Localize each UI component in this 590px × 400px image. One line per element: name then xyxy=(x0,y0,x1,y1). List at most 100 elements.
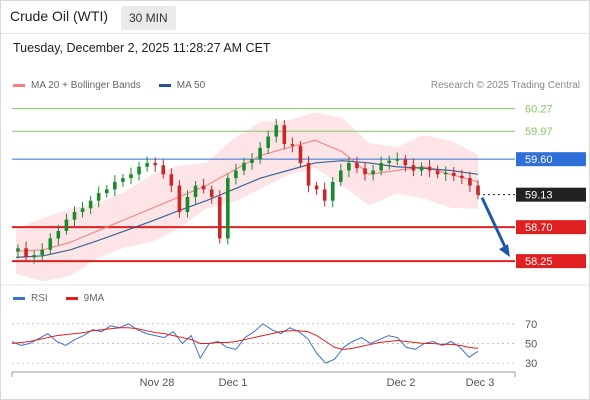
timestamp: Tuesday, December 2, 2025 11:28:27 AM CE… xyxy=(13,41,271,55)
candle-body xyxy=(443,172,448,175)
forecast-arrow-shaft xyxy=(480,197,509,252)
candle-body xyxy=(306,162,311,186)
forecast-arrow-head xyxy=(499,244,510,258)
candle-body xyxy=(274,125,279,137)
candle-body xyxy=(177,185,182,213)
candle-body xyxy=(217,196,222,239)
candle-body xyxy=(145,162,149,167)
candle-body xyxy=(185,196,190,213)
candle-body xyxy=(193,185,198,197)
legend-ma50-label: MA 50 xyxy=(176,80,206,91)
candle-body xyxy=(330,181,335,201)
candle-body xyxy=(468,178,472,186)
candle-body xyxy=(113,181,117,190)
candle-body xyxy=(209,189,214,197)
level-label: 60.27 xyxy=(525,104,553,116)
candle-body xyxy=(56,230,61,239)
candle-body xyxy=(411,165,416,171)
candle-body xyxy=(322,189,327,201)
candle-body xyxy=(121,178,125,182)
candle-body xyxy=(88,200,93,209)
level-label: 59.13 xyxy=(525,190,553,202)
rsi-tick-label: 50 xyxy=(525,338,537,350)
legend-9ma: 9MA xyxy=(65,293,105,304)
instrument-title: Crude Oil (WTI) xyxy=(10,8,108,24)
legend-9ma-label: 9MA xyxy=(83,293,105,304)
candle-body xyxy=(137,166,141,175)
credit-text: Research © 2025 Trading Central xyxy=(430,80,580,91)
candle-body xyxy=(32,255,36,258)
candle-body xyxy=(40,249,45,256)
candle-body xyxy=(298,145,303,163)
ma20-swatch xyxy=(13,84,25,87)
ma50-swatch xyxy=(158,84,171,87)
level-label: 59.97 xyxy=(525,126,553,138)
candle-body xyxy=(153,162,157,166)
candle-body xyxy=(339,170,343,182)
candle-body xyxy=(395,159,400,161)
ma20-line xyxy=(15,139,479,252)
level-tag xyxy=(516,220,586,235)
candle-body xyxy=(250,159,254,163)
x-tick-label: Dec 3 xyxy=(466,377,495,389)
candle-body xyxy=(96,193,101,201)
level-label: 59.60 xyxy=(525,154,553,166)
rsi-tick-label: 30 xyxy=(525,358,537,370)
ma50-line xyxy=(15,160,479,258)
candle-body xyxy=(80,208,85,213)
candle-body xyxy=(314,185,319,190)
level-tag xyxy=(516,152,586,167)
legend-rsi: RSI xyxy=(13,293,48,304)
candle-body xyxy=(403,159,408,166)
rsi-swatch xyxy=(13,297,25,300)
timeframe-button[interactable]: 30 MIN xyxy=(121,6,176,30)
candle-body xyxy=(451,172,456,176)
candle-body xyxy=(371,170,375,175)
x-tick-label: Dec 2 xyxy=(387,377,416,389)
level-label: 58.70 xyxy=(525,222,553,234)
candle-body xyxy=(460,175,464,179)
legend-ma20: MA 20 + Bollinger Bands xyxy=(13,80,141,91)
rsi-9ma-line xyxy=(11,327,479,350)
candle-body xyxy=(234,170,238,179)
candle-body xyxy=(242,162,246,171)
candle-body xyxy=(16,248,20,252)
candle-body xyxy=(258,147,262,160)
candle-body xyxy=(201,185,206,190)
candle-body xyxy=(290,144,295,146)
candle-body xyxy=(72,212,77,220)
candle-body xyxy=(282,125,287,145)
candle-body xyxy=(64,219,69,231)
candle-body xyxy=(161,165,166,175)
level-tag xyxy=(516,254,586,269)
legend-ma20-label: MA 20 + Bollinger Bands xyxy=(31,80,141,91)
level-label: 58.25 xyxy=(525,256,553,268)
candle-body xyxy=(24,248,28,258)
level-tag xyxy=(516,187,586,202)
candle-body xyxy=(169,174,174,186)
candle-body xyxy=(48,238,53,250)
candle-body xyxy=(129,174,133,179)
candle-body xyxy=(387,160,392,163)
candle-body xyxy=(226,178,230,239)
candle-body xyxy=(347,162,351,171)
bollinger-band xyxy=(16,112,478,282)
candle-body xyxy=(435,170,440,175)
candle-body xyxy=(427,166,432,171)
candle-body xyxy=(419,166,424,171)
rsi-tick-label: 70 xyxy=(525,319,537,331)
legend-rsi-label: RSI xyxy=(31,293,48,304)
x-tick-label: Dec 1 xyxy=(219,377,248,389)
legend-ma50: MA 50 xyxy=(158,80,206,91)
candle-body xyxy=(363,168,367,175)
rsi-legend: RSI 9MA xyxy=(13,293,122,304)
candle-body xyxy=(104,189,109,194)
candle-body xyxy=(379,162,383,171)
x-tick-label: Nov 28 xyxy=(140,377,175,389)
candle-body xyxy=(355,162,359,169)
header-divider xyxy=(0,33,590,34)
price-legend: MA 20 + Bollinger Bands MA 50 xyxy=(13,80,223,91)
